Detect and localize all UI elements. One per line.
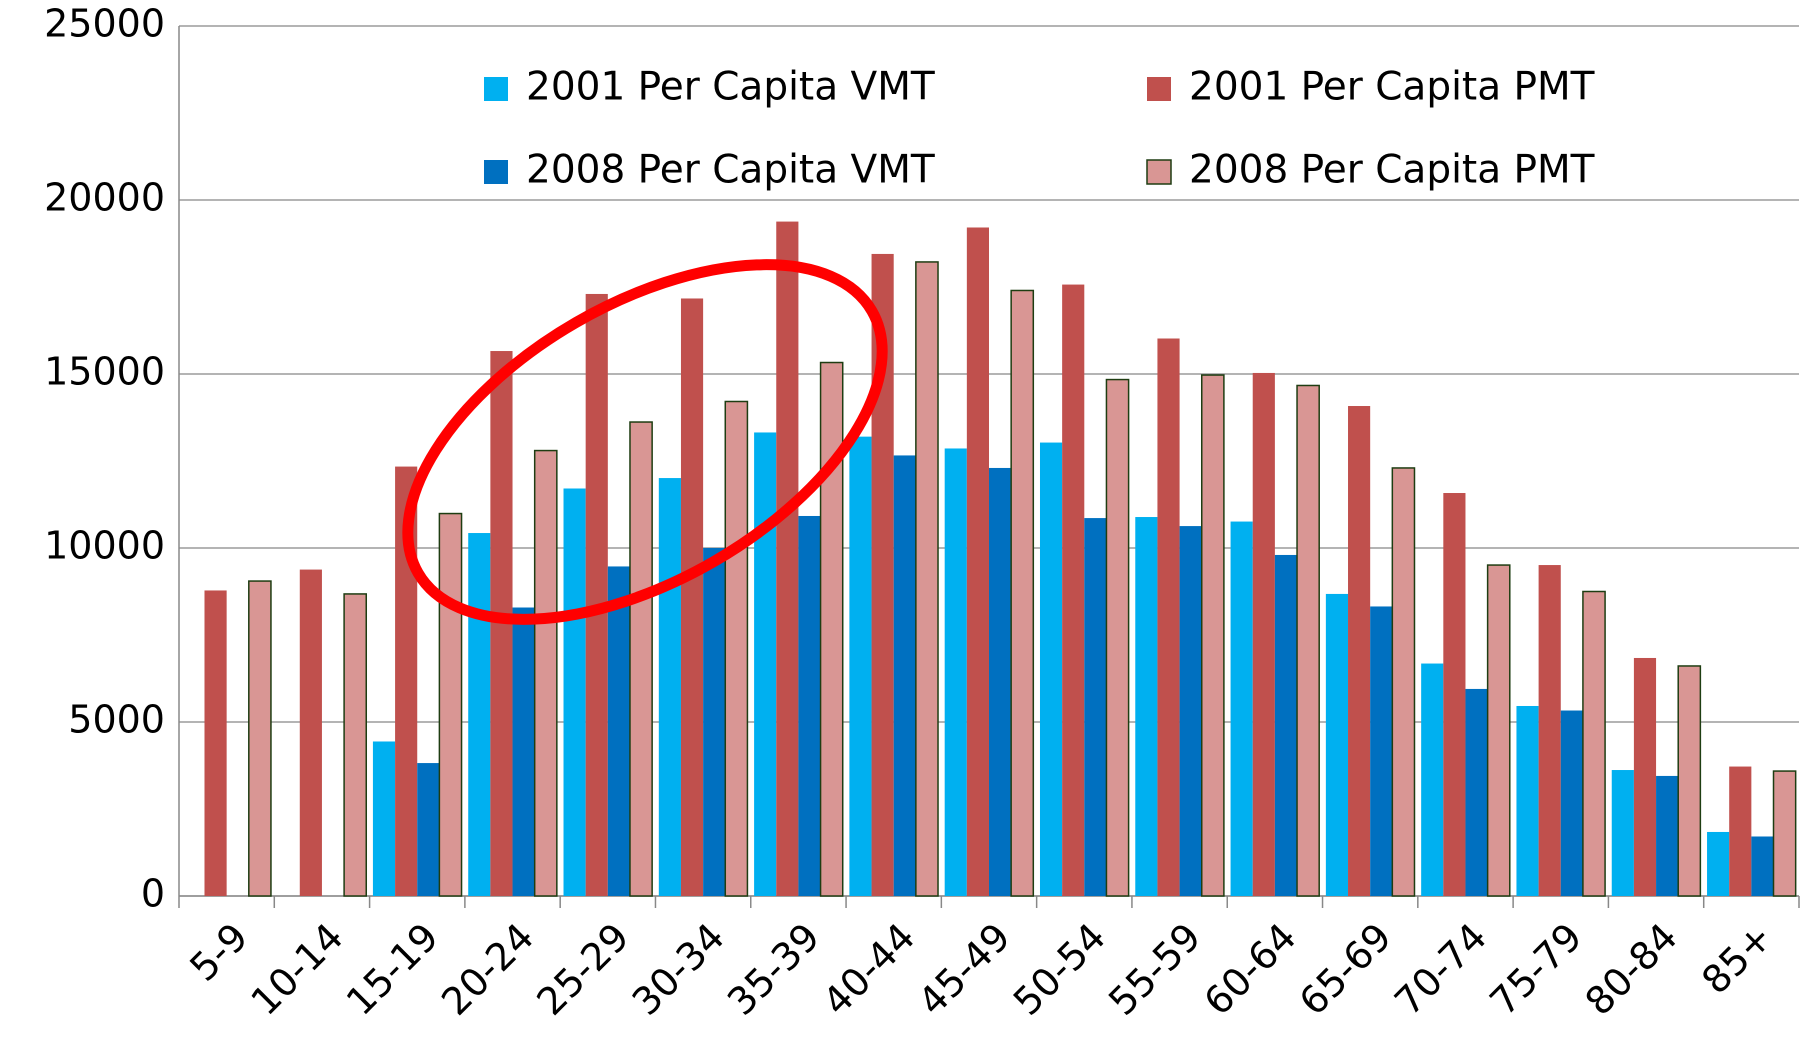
y-tick-label: 0 [141, 872, 165, 916]
bar [1325, 593, 1349, 896]
bar [1010, 289, 1035, 897]
bar [944, 448, 967, 896]
bar [468, 533, 491, 896]
x-tick-label: 15-19 [338, 915, 447, 1024]
x-tick-label: 60-64 [1195, 915, 1304, 1024]
bar [680, 298, 704, 896]
bar [1677, 665, 1702, 897]
bar [343, 593, 368, 897]
bar [1391, 467, 1416, 897]
bar [372, 741, 396, 896]
bar [989, 467, 1012, 896]
bar [585, 293, 608, 897]
bar [1443, 493, 1466, 896]
bar [1274, 554, 1298, 896]
bar [703, 548, 726, 896]
bar [776, 221, 799, 897]
x-tick-label: 35-39 [719, 915, 828, 1024]
x-tick-label: 5-9 [181, 915, 256, 990]
y-tick-label: 10000 [44, 524, 165, 568]
bar [1062, 284, 1085, 897]
bar [1486, 564, 1511, 897]
x-tick-label: 50-54 [1005, 915, 1114, 1024]
bar [1560, 710, 1583, 896]
legend-label: 2001 Per Capita PMT [1189, 65, 1595, 110]
bar [395, 466, 418, 896]
x-tick-label: 85+ [1693, 915, 1781, 1003]
x-tick-label: 30-34 [624, 915, 733, 1024]
bar [629, 421, 653, 897]
legend-swatch [484, 77, 508, 101]
bar [1252, 372, 1275, 896]
bar [798, 515, 821, 896]
x-tick-label: 55-59 [1100, 915, 1209, 1024]
bar [299, 569, 322, 896]
x-tick-label: 80-84 [1577, 915, 1686, 1024]
bar [1348, 406, 1371, 896]
bar [724, 400, 749, 897]
x-tick-label: 40-44 [814, 915, 923, 1024]
highlight-ellipse [402, 259, 888, 625]
bar [1707, 831, 1730, 896]
bar [1538, 565, 1561, 896]
x-tick-label: 45-49 [910, 915, 1019, 1024]
y-tick-label: 15000 [44, 350, 165, 394]
x-tick-label: 75-79 [1481, 915, 1590, 1024]
x-tick-label: 10-14 [243, 915, 352, 1024]
bar [1772, 770, 1797, 897]
bar [1582, 590, 1606, 897]
bar [1729, 766, 1752, 896]
bar [849, 436, 872, 896]
bar [1179, 526, 1202, 896]
legend-swatch [484, 160, 508, 184]
bar [1751, 836, 1774, 896]
bar [417, 763, 440, 896]
bar [1296, 384, 1320, 897]
bar [754, 432, 777, 896]
legend-swatch [1147, 77, 1171, 101]
legend-label: 2008 Per Capita VMT [526, 148, 935, 193]
x-tick-label: 25-29 [528, 915, 637, 1024]
bar [1200, 374, 1225, 897]
legend-label: 2008 Per Capita PMT [1189, 148, 1595, 193]
y-tick-label: 20000 [44, 176, 165, 220]
y-tick-label: 25000 [44, 2, 165, 46]
bar [1633, 657, 1657, 896]
bar [204, 590, 227, 896]
bar [871, 253, 894, 896]
bar [1421, 663, 1444, 896]
bar [1656, 775, 1679, 896]
legend-label: 2001 Per Capita VMT [526, 65, 935, 110]
bar [966, 227, 989, 896]
x-tick-label: 20-24 [433, 915, 542, 1024]
bar [533, 449, 558, 897]
y-tick-label: 5000 [68, 698, 165, 742]
legend-swatch [1146, 159, 1172, 185]
bar [1611, 770, 1634, 896]
bar [1135, 517, 1158, 896]
x-tick-label: 70-74 [1386, 915, 1495, 1024]
bar [915, 261, 939, 897]
bar [893, 455, 916, 896]
bar [607, 566, 630, 896]
bar [1105, 378, 1130, 897]
bar [248, 580, 272, 897]
bar [658, 478, 681, 896]
bar [512, 607, 535, 896]
bar [1465, 688, 1488, 896]
bar [1157, 338, 1180, 896]
bar [563, 488, 586, 896]
bar [819, 361, 844, 897]
x-tick-label: 65-69 [1291, 915, 1400, 1024]
bar [1230, 521, 1253, 896]
bar [438, 512, 463, 897]
bar [1370, 606, 1393, 896]
bar [1039, 442, 1063, 896]
bar [1516, 705, 1539, 896]
bar [1084, 518, 1107, 896]
